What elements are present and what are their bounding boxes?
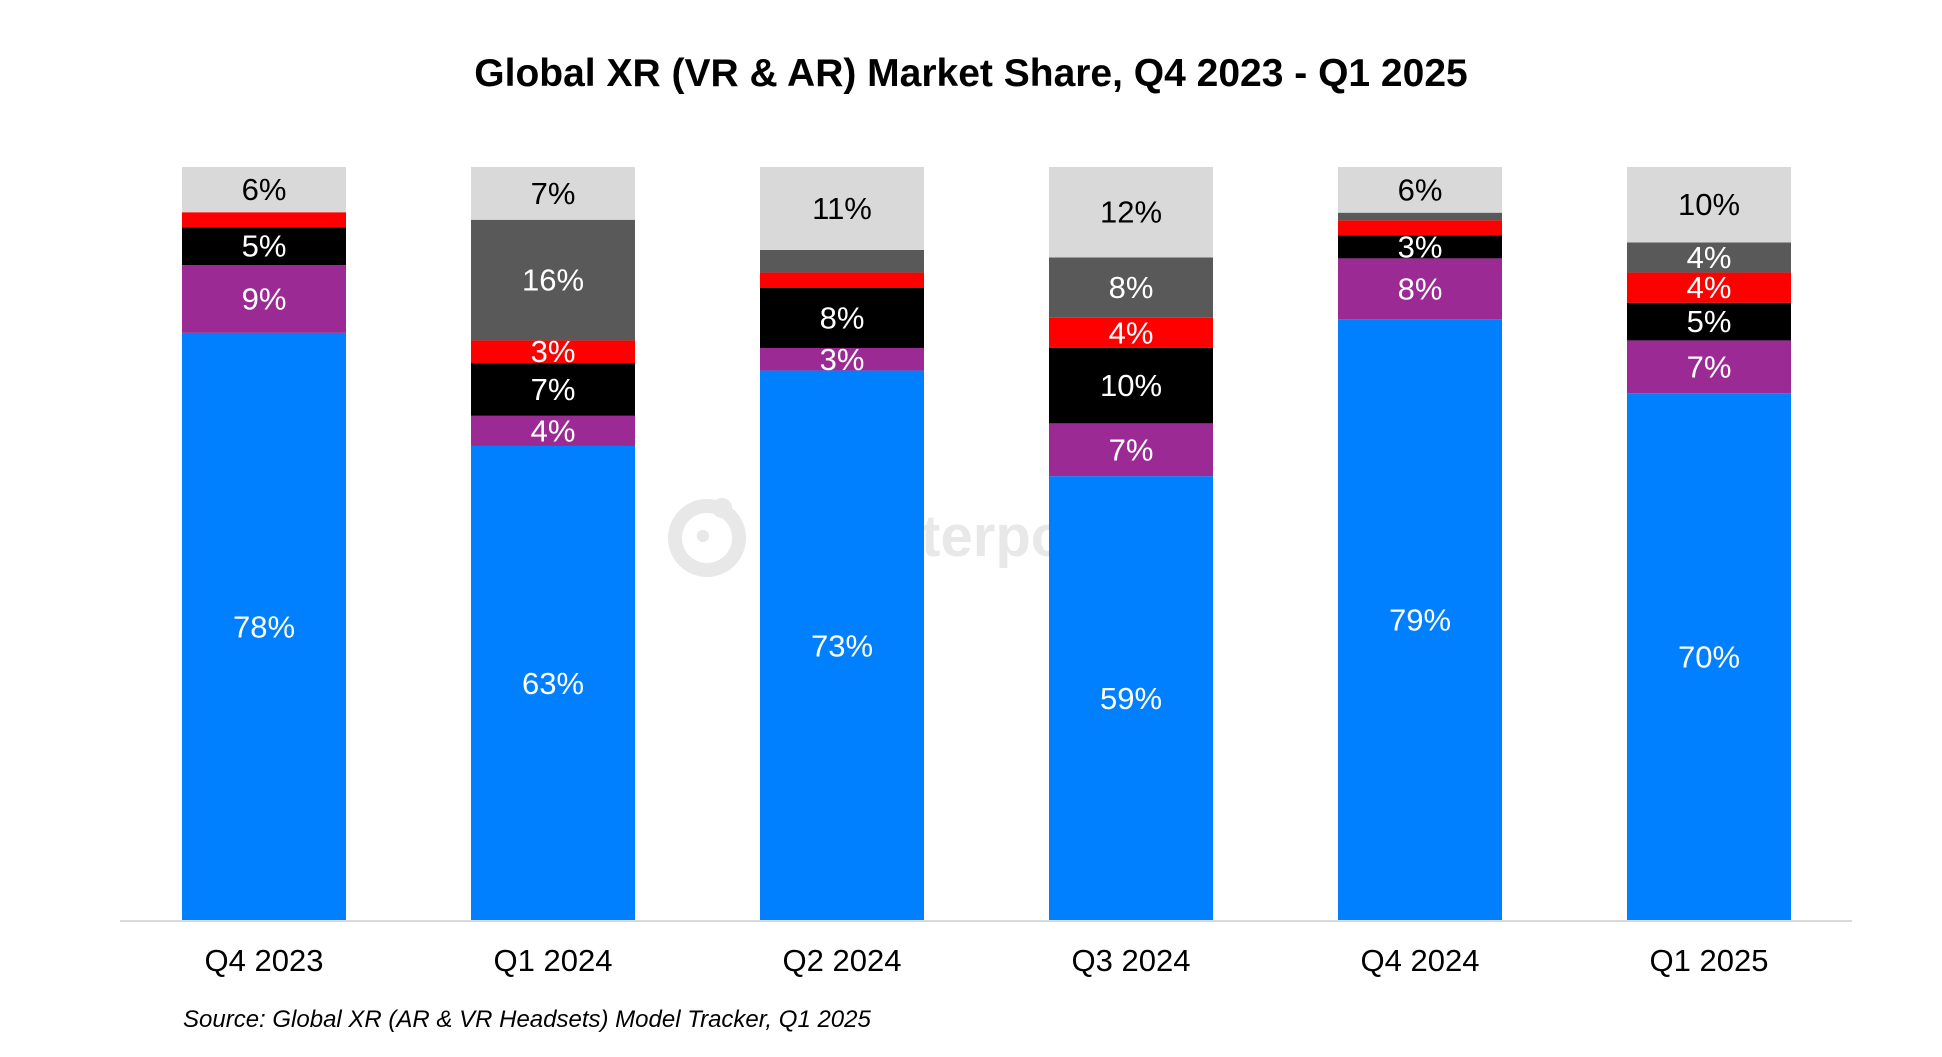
data-label-q2-2024-2: 8% [820, 300, 865, 335]
bar-segment-q1-2024-4 [471, 219, 635, 341]
data-label-q3-2024-4: 8% [1109, 270, 1154, 305]
bar-segment-q1-2025-1 [1627, 340, 1791, 394]
data-label-q4-2023-0: 78% [233, 609, 295, 644]
bar-segment-q4-2024-4 [1338, 212, 1502, 221]
data-label-q3-2024-0: 59% [1100, 681, 1162, 716]
bar-segment-q4-2024-0 [1338, 319, 1502, 921]
data-label-q1-2024-5: 7% [531, 176, 576, 211]
bar-segment-q3-2024-1 [1049, 423, 1213, 477]
data-label-q4-2024-5: 6% [1398, 172, 1443, 207]
x-tick-q3-2024: Q3 2024 [1072, 943, 1191, 978]
bar-segment-q4-2023-2 [182, 227, 346, 266]
bar-segment-q1-2025-3 [1627, 272, 1791, 303]
data-label-q4-2024-0: 79% [1389, 603, 1451, 638]
bar-segment-q4-2024-2 [1338, 235, 1502, 259]
bar-segment-q1-2025-4 [1627, 242, 1791, 273]
counterpoint-logo-icon [668, 498, 746, 577]
data-label-q1-2024-4: 16% [522, 263, 584, 298]
bar-segment-q2-2024-2 [760, 287, 924, 348]
bar-segment-q4-2023-5 [182, 167, 346, 213]
x-tick-q2-2024: Q2 2024 [783, 943, 902, 978]
bar-segment-q2-2024-4 [760, 249, 924, 273]
x-tick-q4-2023: Q4 2023 [205, 943, 324, 978]
segment-labels-group: 78%9%5%6%63%4%7%3%16%7%73%3%8%11%59%7%10… [233, 172, 1740, 716]
bar-segment-q2-2024-0 [760, 370, 924, 922]
bar-segment-q3-2024-2 [1049, 347, 1213, 424]
bar-segment-q3-2024-4 [1049, 257, 1213, 318]
bars-group [182, 167, 1791, 922]
bar-segment-q1-2024-1 [471, 415, 635, 446]
data-label-q4-2024-1: 8% [1398, 271, 1443, 306]
bar-segment-q1-2025-5 [1627, 167, 1791, 243]
x-tick-q1-2025: Q1 2025 [1650, 943, 1769, 978]
bar-segment-q1-2024-3 [471, 340, 635, 364]
bar-segment-q4-2024-5 [1338, 167, 1502, 213]
data-label-q1-2025-4: 4% [1687, 240, 1732, 275]
data-label-q1-2025-2: 5% [1687, 304, 1732, 339]
bar-segment-q3-2024-0 [1049, 476, 1213, 921]
bar-segment-q1-2025-2 [1627, 302, 1791, 341]
data-label-q1-2024-1: 4% [531, 413, 576, 448]
bar-segment-q2-2024-5 [760, 167, 924, 250]
data-label-q4-2024-2: 3% [1398, 229, 1443, 264]
bar-segment-q1-2025-0 [1627, 393, 1791, 921]
bar-segment-q3-2024-3 [1049, 317, 1213, 348]
data-label-q1-2025-3: 4% [1687, 270, 1732, 305]
bar-segment-q2-2024-3 [760, 272, 924, 288]
bar-segment-q4-2023-1 [182, 265, 346, 333]
x-tick-q4-2024: Q4 2024 [1361, 943, 1480, 978]
bar-segment-q4-2024-3 [1338, 220, 1502, 236]
data-label-q4-2023-5: 6% [242, 172, 287, 207]
bar-segment-q1-2024-2 [471, 363, 635, 416]
data-label-q3-2024-5: 12% [1100, 195, 1162, 230]
data-label-q3-2024-2: 10% [1100, 368, 1162, 403]
data-label-q1-2024-0: 63% [522, 666, 584, 701]
data-label-q1-2025-0: 70% [1678, 640, 1740, 675]
data-label-q1-2024-3: 3% [531, 334, 576, 369]
bar-segment-q2-2024-1 [760, 347, 924, 371]
bar-segment-q3-2024-5 [1049, 167, 1213, 258]
data-label-q3-2024-1: 7% [1109, 432, 1154, 467]
bar-segment-q4-2023-3 [182, 212, 346, 228]
bar-segment-q1-2024-0 [471, 445, 635, 921]
x-tick-q1-2024: Q1 2024 [494, 943, 613, 978]
data-label-q4-2023-1: 9% [242, 281, 287, 316]
data-label-q1-2024-2: 7% [531, 372, 576, 407]
data-label-q1-2025-5: 10% [1678, 187, 1740, 222]
data-label-q4-2023-2: 5% [242, 229, 287, 264]
data-label-q1-2025-1: 7% [1687, 349, 1732, 384]
chart-title: Global XR (VR & AR) Market Share, Q4 202… [474, 52, 1468, 95]
x-tick-labels-group: Q4 2023 Q1 2024 Q2 2024 Q3 2024 Q4 2024 Q1 20… [205, 943, 1769, 978]
data-label-q3-2024-3: 4% [1109, 315, 1154, 350]
bar-segment-q4-2024-1 [1338, 258, 1502, 320]
data-label-q2-2024-0: 73% [811, 628, 873, 663]
bar-segment-q1-2024-5 [471, 167, 635, 220]
data-label-q2-2024-5: 11% [812, 191, 872, 226]
source-note: Source: Global XR (AR & VR Headsets) Mod… [183, 1006, 871, 1033]
data-label-q2-2024-1: 3% [820, 342, 865, 377]
bar-segment-q4-2023-0 [182, 332, 346, 921]
